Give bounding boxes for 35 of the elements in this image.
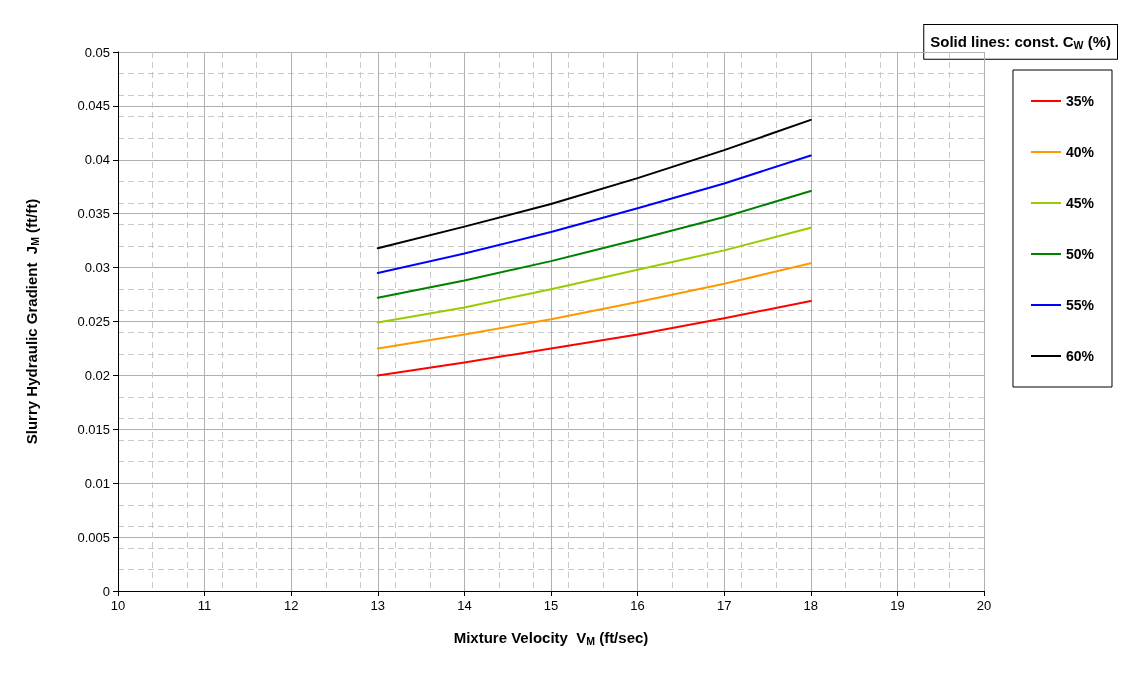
legend-label: 45%: [1065, 195, 1095, 211]
y-tick-label: 0: [102, 583, 110, 599]
y-tick-label: 0.04: [84, 152, 110, 168]
y-tick-label: 0.03: [84, 260, 110, 276]
x-tick-label: 10: [110, 598, 126, 613]
x-tick-label: 13: [370, 598, 386, 613]
line-series: [376, 300, 812, 377]
x-tick-label: 11: [197, 598, 212, 613]
x-tick-label: 16: [630, 598, 645, 613]
y-tick-label: 0.02: [84, 367, 110, 383]
line-series: [376, 154, 812, 274]
line-series: [376, 226, 812, 324]
legend-label: 55%: [1065, 297, 1095, 313]
x-tick-label: 12: [283, 598, 299, 613]
legend-label: 50%: [1065, 246, 1095, 262]
x-tick-label: 14: [457, 598, 472, 613]
x-tick-label: 17: [716, 598, 732, 613]
line-series: [376, 118, 812, 250]
y-tick-label: 0.05: [84, 44, 110, 60]
legend-label: 40%: [1065, 144, 1095, 160]
y-tick-label: 0.035: [77, 206, 110, 222]
y-tick-label: 0.005: [77, 529, 110, 545]
line-series: [376, 190, 812, 299]
line-series: [376, 262, 812, 350]
x-tick-label: 20: [976, 598, 992, 613]
x-tick-label: 15: [543, 598, 559, 613]
y-tick-label: 0.01: [84, 475, 110, 491]
x-tick-label: 19: [890, 598, 905, 613]
y-axis-title: Slurry Hydraulic Gradient JM (ft/ft): [22, 198, 41, 445]
legend-label: 60%: [1065, 348, 1095, 364]
x-tick-label: 18: [803, 598, 819, 613]
y-tick-label: 0.015: [77, 421, 110, 437]
y-tick-label: 0.045: [77, 98, 110, 114]
legend-label: 35%: [1065, 93, 1095, 109]
y-tick-label: 0.025: [77, 314, 110, 329]
